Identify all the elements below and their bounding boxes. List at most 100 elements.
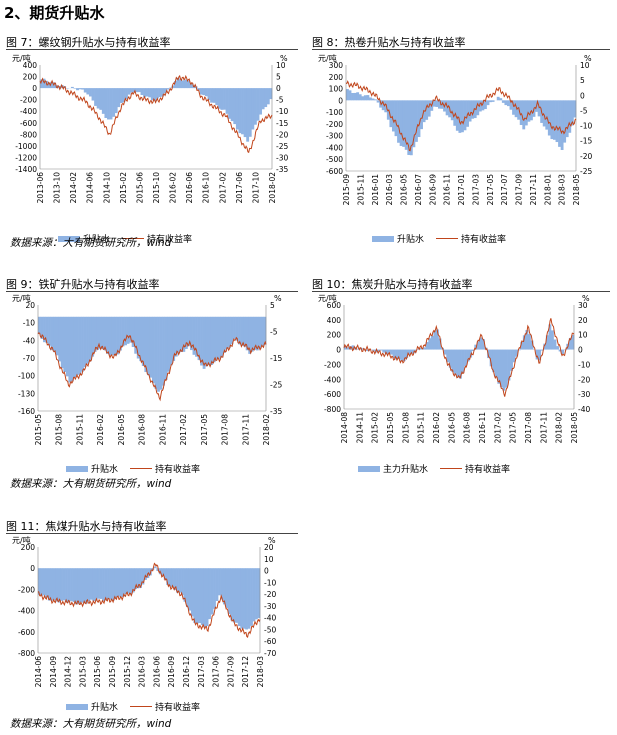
bar: [560, 100, 564, 150]
section-title: 2、期货升贴水: [4, 4, 105, 22]
y-tick-right: 10: [276, 61, 286, 70]
bar: [162, 316, 165, 386]
y-tick-left: -1000: [15, 142, 37, 151]
bar: [428, 338, 432, 350]
bar: [471, 349, 475, 351]
bar: [377, 349, 381, 352]
bar: [502, 349, 506, 391]
bar: [76, 316, 79, 375]
bar: [200, 568, 204, 626]
bar: [195, 568, 199, 624]
bar: [474, 344, 478, 350]
bar: [481, 100, 485, 111]
chart-legend: 主力升贴水 持有收益率: [358, 462, 510, 475]
bar: [471, 100, 475, 119]
chart-panel-hrc: 图 8：热卷升贴水与持有收益率 元/吨% 300 200 100 0 -100 -200 -3…: [312, 34, 610, 250]
chart-legend: 升贴水 持有收益率: [58, 232, 192, 245]
bar: [573, 100, 577, 118]
right-unit-label: %: [584, 54, 592, 63]
bar: [243, 88, 247, 138]
bar: [535, 349, 539, 360]
bar: [119, 88, 123, 103]
bar: [45, 316, 49, 343]
y-tick-right: -30: [578, 390, 590, 399]
bar: [136, 316, 140, 359]
bar: [553, 339, 557, 350]
bar: [476, 100, 480, 116]
bar: [258, 316, 262, 350]
y-tick-right: -35: [270, 407, 282, 416]
bar: [453, 349, 457, 374]
bar: [111, 316, 115, 356]
bar: [223, 568, 226, 605]
bar: [499, 349, 503, 388]
y-tick-left: -200: [18, 585, 35, 594]
bar: [260, 316, 264, 346]
bar: [50, 81, 54, 89]
bar: [220, 568, 224, 600]
bar: [96, 316, 100, 350]
bar: [130, 88, 134, 93]
x-tick: 2016-02: [432, 412, 441, 444]
bar: [538, 349, 542, 361]
bar: [215, 568, 219, 602]
y-tick-left: 20: [25, 301, 35, 310]
y-tick-left: 400: [327, 316, 342, 325]
bar: [182, 316, 186, 352]
bar: [65, 568, 68, 603]
bar: [387, 349, 391, 354]
bar: [207, 88, 211, 101]
bar: [88, 316, 92, 362]
bar: [372, 349, 375, 351]
y-tick-right: 5: [270, 301, 275, 310]
bar: [78, 316, 82, 375]
bar: [543, 343, 547, 350]
bar: [235, 316, 239, 341]
bar: [551, 330, 554, 350]
x-tick: 2015-08: [55, 414, 64, 446]
bar: [390, 349, 393, 355]
bar: [177, 316, 181, 353]
bar: [547, 100, 551, 136]
bar: [98, 316, 102, 349]
bar: [114, 568, 118, 599]
bar: [167, 316, 171, 372]
bar: [137, 88, 141, 93]
chart-hrc: 元/吨 %3002001000-100-200-300-400-500-60010…: [318, 53, 592, 206]
bar: [545, 100, 549, 130]
y-tick-right: -15: [580, 137, 592, 146]
bar: [504, 100, 508, 106]
bar: [169, 316, 173, 366]
bar: [250, 316, 254, 352]
bar: [351, 93, 354, 101]
bar: [70, 316, 74, 382]
bar: [106, 316, 110, 355]
chart-panel-iron-ore: 图 9：铁矿升贴水与持有收益率 元/吨% 20 -10 -40 -70 -100 -130 -…: [6, 276, 298, 480]
series-line: [39, 74, 273, 154]
bar: [82, 568, 86, 604]
y-tick-right: -20: [580, 152, 592, 161]
bar: [149, 316, 153, 378]
bar: [156, 568, 160, 572]
bar: [168, 568, 172, 587]
x-tick: 2018-02: [268, 172, 277, 204]
bar: [181, 568, 184, 595]
bar: [433, 330, 437, 350]
bar: [205, 568, 209, 627]
bar: [228, 88, 232, 119]
bar: [114, 316, 117, 356]
bar: [464, 349, 467, 366]
x-tick: 2015-03: [78, 656, 87, 688]
bar: [102, 568, 105, 601]
bar: [62, 568, 66, 601]
y-tick-left: -800: [18, 649, 35, 658]
bar: [235, 88, 239, 130]
y-tick-left: -1200: [15, 153, 37, 162]
bar: [172, 316, 176, 361]
bar: [81, 316, 84, 372]
bar: [87, 568, 91, 602]
chart-legend: 升贴水 持有收益率: [372, 232, 506, 245]
x-tick: 2017-05: [486, 174, 495, 206]
bar: [451, 349, 455, 372]
bar: [187, 316, 191, 347]
